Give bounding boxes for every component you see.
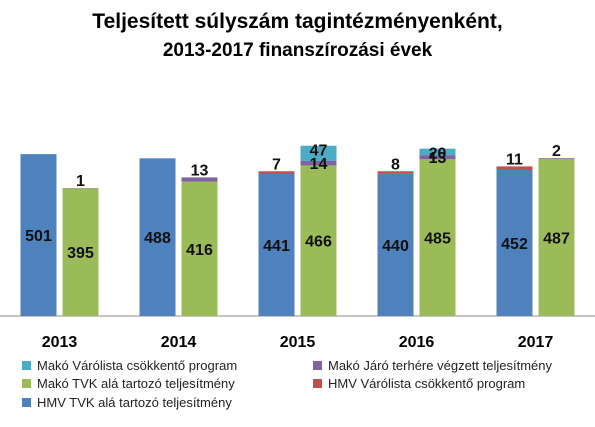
- legend-item-mako-varolista-csokkento-program: Makó Várólista csökkentő program: [22, 358, 237, 373]
- data-label-hmv-tvk-2013: 501: [25, 228, 52, 245]
- bar-mako-tvk-ala-tartozo-teljesitmeny-2014: [181, 181, 218, 316]
- legend-swatch: [313, 379, 322, 388]
- legend-label: HMV Várólista csökkentő program: [328, 376, 526, 391]
- data-label-mako-tvk-2013: 395: [67, 245, 94, 262]
- legend-label: Makó Várólista csökkentő program: [37, 358, 238, 373]
- bar-mako-jaro-terhere-vegzett-teljesitmeny-2015: [300, 160, 337, 166]
- x-tick-label-2015: 2015: [280, 334, 316, 351]
- bar-hmv-tvk-ala-tartozo-teljesitmeny-2014: [139, 158, 176, 316]
- legend-label: HMV TVK alá tartozó teljesítmény: [37, 395, 232, 410]
- bar-mako-tvk-ala-tartozo-teljesitmeny-2013: [62, 188, 99, 316]
- data-label-mako-jaro-2016: 13: [429, 150, 447, 167]
- data-label-mako-tvk-2015: 466: [305, 234, 332, 251]
- legend-item-mako-tvk-ala-tartozo-teljesitmeny: Makó TVK alá tartozó teljesítmény: [22, 376, 235, 391]
- data-label-mako-tvk-2016: 485: [424, 231, 451, 248]
- data-label-mako-jaro-2013: 1: [76, 173, 85, 190]
- bar-mako-tvk-ala-tartozo-teljesitmeny-2015: [300, 165, 337, 316]
- bar-mako-varolista-csokkento-program-2015: [300, 145, 337, 161]
- x-tick-label-2017: 2017: [518, 334, 554, 351]
- bar-mako-tvk-ala-tartozo-teljesitmeny-2017: [538, 158, 575, 316]
- data-label-mako-jaro-2015: 14: [310, 156, 328, 173]
- bar-mako-jaro-terhere-vegzett-teljesitmeny-2014: [181, 177, 218, 182]
- bar-hmv-varolista-csokkento-program-2016: [377, 171, 414, 174]
- data-label-hmv-varolista-2017: 11: [506, 151, 523, 168]
- data-label-mako-tvk-2014: 416: [186, 242, 213, 259]
- data-label-hmv-tvk-2014: 488: [144, 230, 171, 247]
- legend-item-mako-jaro-terhere-vegzett-teljesitmeny: Makó Járó terhére végzett teljesítmény: [313, 358, 552, 373]
- bar-mako-jaro-terhere-vegzett-teljesitmeny-2016: [419, 155, 456, 160]
- bar-hmv-varolista-csokkento-program-2017: [496, 166, 533, 170]
- bar-hmv-tvk-ala-tartozo-teljesitmeny-2017: [496, 169, 533, 316]
- chart-title-line1: Teljesített súlyszám tagintézményenként,: [92, 10, 503, 33]
- bar-hmv-tvk-ala-tartozo-teljesitmeny-2016: [377, 173, 414, 316]
- data-label-mako-varolista-2015: 47: [310, 143, 328, 160]
- chart-subtitle: 2013-2017 finanszírozási évek: [162, 40, 433, 61]
- x-tick-label-2013: 2013: [42, 334, 78, 351]
- legend-label: Makó TVK alá tartozó teljesítmény: [37, 376, 235, 391]
- data-label-mako-jaro-2014: 13: [191, 162, 209, 179]
- bar-hmv-tvk-ala-tartozo-teljesitmeny-2013: [20, 154, 57, 316]
- data-label-mako-varolista-2016: 20: [429, 146, 447, 163]
- x-tick-label-2014: 2014: [161, 334, 197, 351]
- data-label-mako-jaro-2017: 2: [552, 143, 561, 160]
- data-label-hmv-tvk-2016: 440: [382, 238, 409, 255]
- data-label-mako-tvk-2017: 487: [543, 230, 570, 247]
- x-tick-label-2016: 2016: [399, 334, 435, 351]
- bar-mako-varolista-csokkento-program-2016: [419, 148, 456, 156]
- legend-label: Makó Járó terhére végzett teljesítmény: [328, 358, 552, 373]
- legend-swatch: [313, 361, 322, 370]
- legend-swatch: [22, 361, 31, 370]
- chart-title: Teljesített súlyszám tagintézményenként,…: [0, 6, 595, 64]
- data-label-hmv-varolista-2015: 7: [272, 156, 281, 173]
- bar-hmv-varolista-csokkento-program-2015: [258, 171, 295, 174]
- legend-item-hmv-varolista-csokkento-program: HMV Várólista csökkentő program: [313, 376, 525, 391]
- data-label-hmv-tvk-2015: 441: [263, 238, 290, 255]
- legend-swatch: [22, 398, 31, 407]
- legend-item-hmv-tvk-ala-tartozo-teljesitmeny: HMV TVK alá tartozó teljesítmény: [22, 395, 232, 410]
- bar-hmv-tvk-ala-tartozo-teljesitmeny-2015: [258, 173, 295, 316]
- data-label-hmv-tvk-2017: 452: [501, 236, 528, 253]
- bar-mako-jaro-terhere-vegzett-teljesitmeny-2017: [538, 158, 575, 159]
- data-label-hmv-varolista-2016: 8: [391, 156, 400, 173]
- legend-swatch: [22, 379, 31, 388]
- bar-mako-tvk-ala-tartozo-teljesitmeny-2016: [419, 159, 456, 316]
